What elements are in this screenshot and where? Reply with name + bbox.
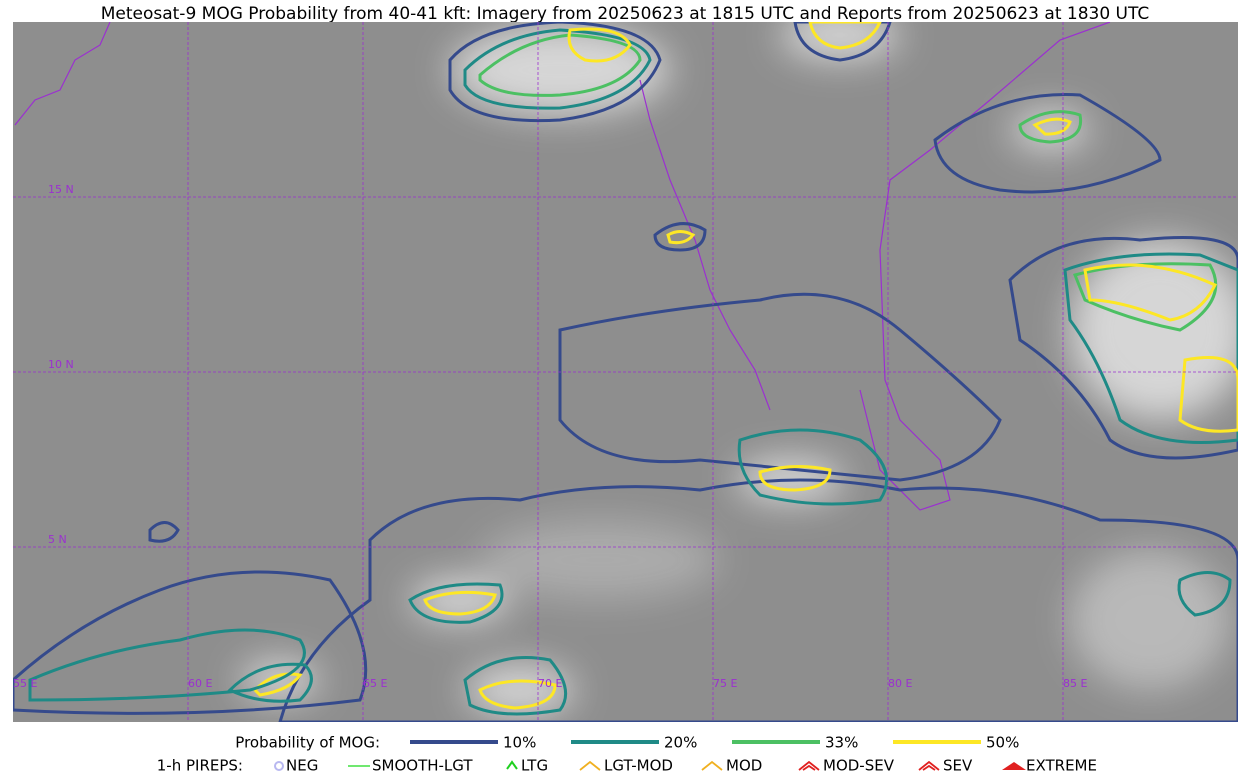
map [13, 22, 1238, 722]
pirep-symbol [1002, 762, 1026, 770]
legend-label: MOD [726, 757, 762, 775]
lon-label: 85 E [1063, 677, 1087, 690]
legend-label: LGT-MOD [604, 757, 673, 775]
pirep-symbol [506, 760, 518, 770]
legend-label: EXTREME [1026, 757, 1097, 775]
legend-label: LTG [521, 757, 548, 775]
pirep-symbol [579, 760, 601, 771]
lon-label: 60 E [188, 677, 212, 690]
contours [13, 22, 1238, 722]
legend-label: 50% [986, 734, 1019, 752]
legend-label: NEG [286, 757, 318, 775]
lon-label: 70 E [538, 677, 562, 690]
legend-label: 10% [503, 734, 536, 752]
legend-title: 1-h PIREPS: [157, 757, 243, 775]
legend-label: MOD-SEV [823, 757, 895, 775]
legend-label: 33% [825, 734, 858, 752]
legend-title: Probability of MOG: [235, 734, 380, 752]
legend-label: SMOOTH-LGT [372, 757, 473, 775]
lat-label: 10 N [48, 358, 74, 371]
coastline [14, 22, 1111, 511]
legend-label: 20% [664, 734, 697, 752]
pirep-symbol [798, 760, 820, 771]
legend: Probability of MOG: 10% 20% 33% 50% 1-h PIREP… [157, 734, 1097, 775]
lon-label: 75 E [713, 677, 737, 690]
graticule [13, 22, 1238, 722]
lon-label: 65 E [363, 677, 387, 690]
pirep-symbol [918, 760, 940, 771]
pirep-symbol [274, 761, 284, 771]
title: Meteosat-9 MOG Probability from 40-41 kf… [101, 4, 1150, 24]
lat-label: 5 N [48, 533, 67, 546]
pirep-symbol [701, 760, 723, 771]
lat-label: 15 N [48, 183, 74, 196]
legend-label: SEV [943, 757, 973, 775]
lon-label: 80 E [888, 677, 912, 690]
lon-label: 55 E [13, 677, 37, 690]
